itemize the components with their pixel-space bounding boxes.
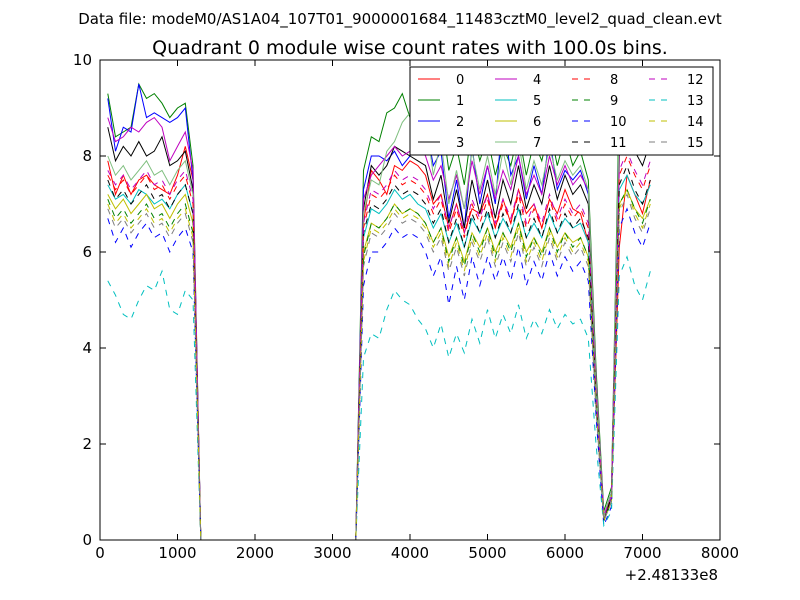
series-line-14 — [107, 188, 651, 541]
x-tick-label: 3000 — [313, 544, 351, 562]
y-tick-label: 0 — [82, 531, 92, 549]
series-line-3 — [107, 127, 651, 541]
series-line-9 — [107, 188, 651, 541]
legend-label-5: 5 — [533, 94, 541, 109]
legend-label-9: 9 — [610, 94, 618, 109]
legend-label-0: 0 — [456, 73, 464, 88]
x-tick-label: 1000 — [158, 544, 196, 562]
x-tick-label: 2000 — [236, 544, 274, 562]
legend-box — [409, 66, 714, 156]
x-axis-offset-text: +2.48133e8 — [625, 566, 718, 584]
legend-label-13: 13 — [687, 94, 704, 109]
legend-label-8: 8 — [610, 73, 618, 88]
legend-label-15: 15 — [687, 136, 704, 151]
x-tick-label: 8000 — [701, 544, 739, 562]
plot-area — [107, 77, 651, 541]
series-line-15 — [107, 192, 651, 541]
legend-label-12: 12 — [687, 73, 704, 88]
y-tick-label: 6 — [82, 243, 92, 261]
y-tick-label: 4 — [82, 339, 92, 357]
series-line-13 — [107, 255, 651, 541]
x-tick-label: 6000 — [546, 544, 584, 562]
series-line-7 — [107, 87, 651, 541]
legend-label-4: 4 — [533, 73, 541, 88]
series-line-12 — [107, 149, 651, 541]
legend-label-11: 11 — [610, 136, 627, 151]
y-tick-label: 10 — [73, 51, 92, 69]
legend-label-14: 14 — [687, 115, 704, 130]
series-line-11 — [107, 164, 651, 541]
series-line-1 — [107, 77, 651, 541]
legend-label-7: 7 — [533, 136, 541, 151]
series-line-10 — [107, 207, 651, 541]
legend-label-6: 6 — [533, 115, 541, 130]
y-tick-label: 8 — [82, 147, 92, 165]
chart-title: Quadrant 0 module wise count rates with … — [152, 37, 668, 59]
x-tick-label: 0 — [95, 544, 105, 562]
x-tick-label: 7000 — [623, 544, 661, 562]
y-tick-label: 2 — [82, 435, 92, 453]
x-tick-label: 5000 — [468, 544, 506, 562]
legend-label-2: 2 — [456, 115, 464, 130]
legend-label-1: 1 — [456, 94, 464, 109]
legend-label-10: 10 — [610, 115, 627, 130]
chart-suptitle: Data file: modeM0/AS1A04_107T01_90000016… — [78, 10, 722, 29]
x-tick-label: 4000 — [391, 544, 429, 562]
legend-label-3: 3 — [456, 136, 464, 151]
